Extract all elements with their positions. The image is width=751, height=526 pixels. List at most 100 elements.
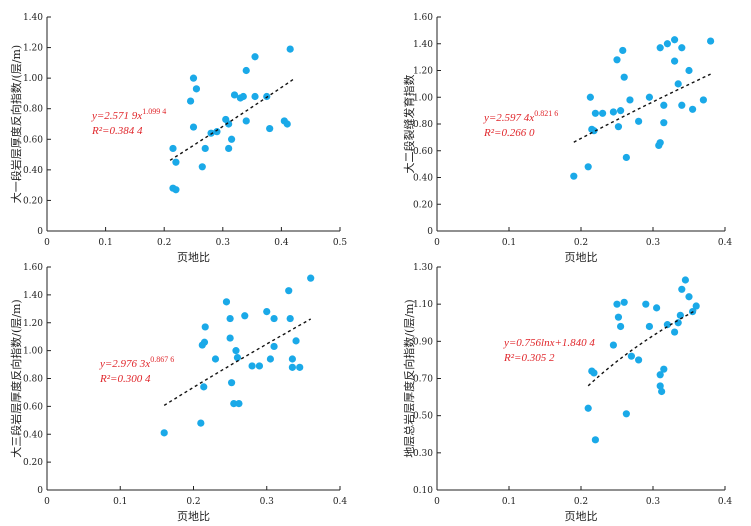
x-tick-label: 0.4: [333, 497, 348, 507]
y-tick-label: 0: [37, 486, 43, 496]
data-point: [288, 363, 296, 371]
r-squared-label: R²=0.305 2: [503, 352, 555, 364]
equation-exponent: 1.099 4: [142, 107, 166, 116]
y-tick-label: 1.40: [23, 13, 43, 23]
data-point: [251, 92, 259, 101]
x-tick-label: 0.3: [260, 497, 275, 507]
x-tick-label: 0.2: [157, 238, 171, 248]
data-point: [292, 337, 300, 345]
data-point: [160, 429, 168, 437]
trend-line: [573, 73, 711, 143]
data-point: [241, 312, 249, 320]
data-point: [584, 163, 592, 171]
data-point: [635, 356, 643, 364]
data-point: [653, 304, 661, 312]
data-point: [614, 123, 623, 131]
x-tick-label: 0.1: [502, 238, 516, 248]
data-point: [645, 93, 654, 101]
data-point: [189, 123, 198, 131]
data-point: [255, 362, 264, 370]
x-axis-label: 页地比: [565, 251, 598, 264]
data-point: [656, 139, 664, 147]
x-tick-label: 0: [434, 238, 440, 248]
y-tick-label: 0.40: [23, 430, 43, 440]
data-point: [285, 287, 293, 295]
data-point: [201, 323, 209, 331]
x-tick-label: 0.3: [646, 497, 661, 507]
data-point: [307, 274, 315, 282]
data-point: [671, 57, 679, 65]
x-tick-label: 0: [434, 497, 440, 507]
data-point: [286, 45, 294, 53]
trend-equation: y=2.571 9x1.099 4: [91, 107, 166, 122]
x-tick-label: 0.2: [574, 238, 588, 248]
y-tick-label: 1.60: [413, 13, 433, 23]
x-tick-label: 0.2: [186, 497, 200, 507]
y-tick-label: 1.20: [23, 44, 43, 54]
equation-exponent: 0.867 6: [150, 355, 174, 364]
data-point: [242, 117, 250, 125]
y-axis-label: 大二段裂缝发育指数: [402, 75, 416, 174]
data-point: [263, 308, 271, 316]
y-tick-label: 1.00: [23, 74, 43, 84]
y-tick-label: 1.00: [23, 347, 43, 357]
data-point: [674, 80, 682, 88]
y-tick-label: 0.80: [23, 105, 43, 115]
y-tick-label: 1.40: [413, 40, 433, 50]
x-tick-label: 0.1: [98, 238, 112, 248]
chart-panel-4: 0 0.1 0.2 0.3 0.4 0.10 0.30 0.50 0.70 0.90 1.10 1.3…: [402, 263, 732, 523]
x-tick-label: 0.3: [646, 238, 661, 248]
data-point: [211, 355, 220, 363]
data-point: [248, 362, 256, 370]
data-point: [614, 313, 623, 321]
y-tick-label: 1.40: [23, 291, 43, 301]
data-point: [619, 46, 627, 55]
data-point: [656, 371, 664, 379]
r-squared-label: R²=0.384 4: [91, 125, 143, 137]
x-tick-label: 0.3: [216, 238, 231, 248]
data-point: [251, 53, 259, 61]
data-point: [658, 387, 666, 396]
data-point: [591, 436, 600, 444]
x-tick-label: 0.4: [718, 497, 733, 507]
data-point: [635, 117, 643, 125]
data-point: [200, 383, 208, 391]
data-point: [685, 66, 693, 75]
r-squared-label: R²=0.300 4: [99, 373, 151, 385]
x-tick-label: 0.2: [574, 497, 588, 507]
y-tick-label: 0.60: [413, 147, 433, 157]
data-point: [201, 144, 209, 153]
data-point: [233, 353, 242, 362]
data-point: [288, 355, 296, 363]
x-tick-label: 0.4: [718, 238, 733, 248]
data-point: [590, 369, 598, 377]
data-point: [225, 120, 233, 128]
data-point: [197, 419, 205, 427]
y-tick-label: 0.20: [413, 200, 433, 210]
y-tick-label: 0.80: [413, 120, 433, 130]
data-point: [656, 382, 664, 390]
data-point: [656, 44, 664, 52]
y-tick-label: 0.60: [23, 402, 43, 412]
data-point: [627, 352, 636, 360]
x-axis-label: 页地比: [177, 510, 210, 523]
data-point: [232, 347, 240, 355]
trend-equation: y=2.597 4x0.821 6: [483, 109, 558, 124]
data-point: [609, 108, 618, 116]
y-axis-label: 大三段岩层厚度反向指数/(层/m): [9, 299, 23, 457]
data-point: [172, 158, 180, 166]
data-point: [678, 44, 686, 52]
data-point: [671, 328, 679, 336]
data-point: [660, 365, 668, 373]
equation-exponent: 0.821 6: [534, 109, 558, 118]
x-tick-label: 0: [44, 497, 50, 507]
data-point: [586, 93, 594, 101]
y-tick-label: 0.10: [413, 486, 433, 496]
trend-equation: y=2.976 3x0.867 6: [99, 355, 174, 370]
x-tick-label: 0.4: [274, 238, 289, 248]
data-point: [189, 74, 198, 82]
data-point: [671, 36, 679, 44]
chart-panel-3: 0 0.1 0.2 0.3 0.400.200.400.600.801.001.201.…: [9, 263, 347, 523]
data-point: [235, 399, 243, 408]
